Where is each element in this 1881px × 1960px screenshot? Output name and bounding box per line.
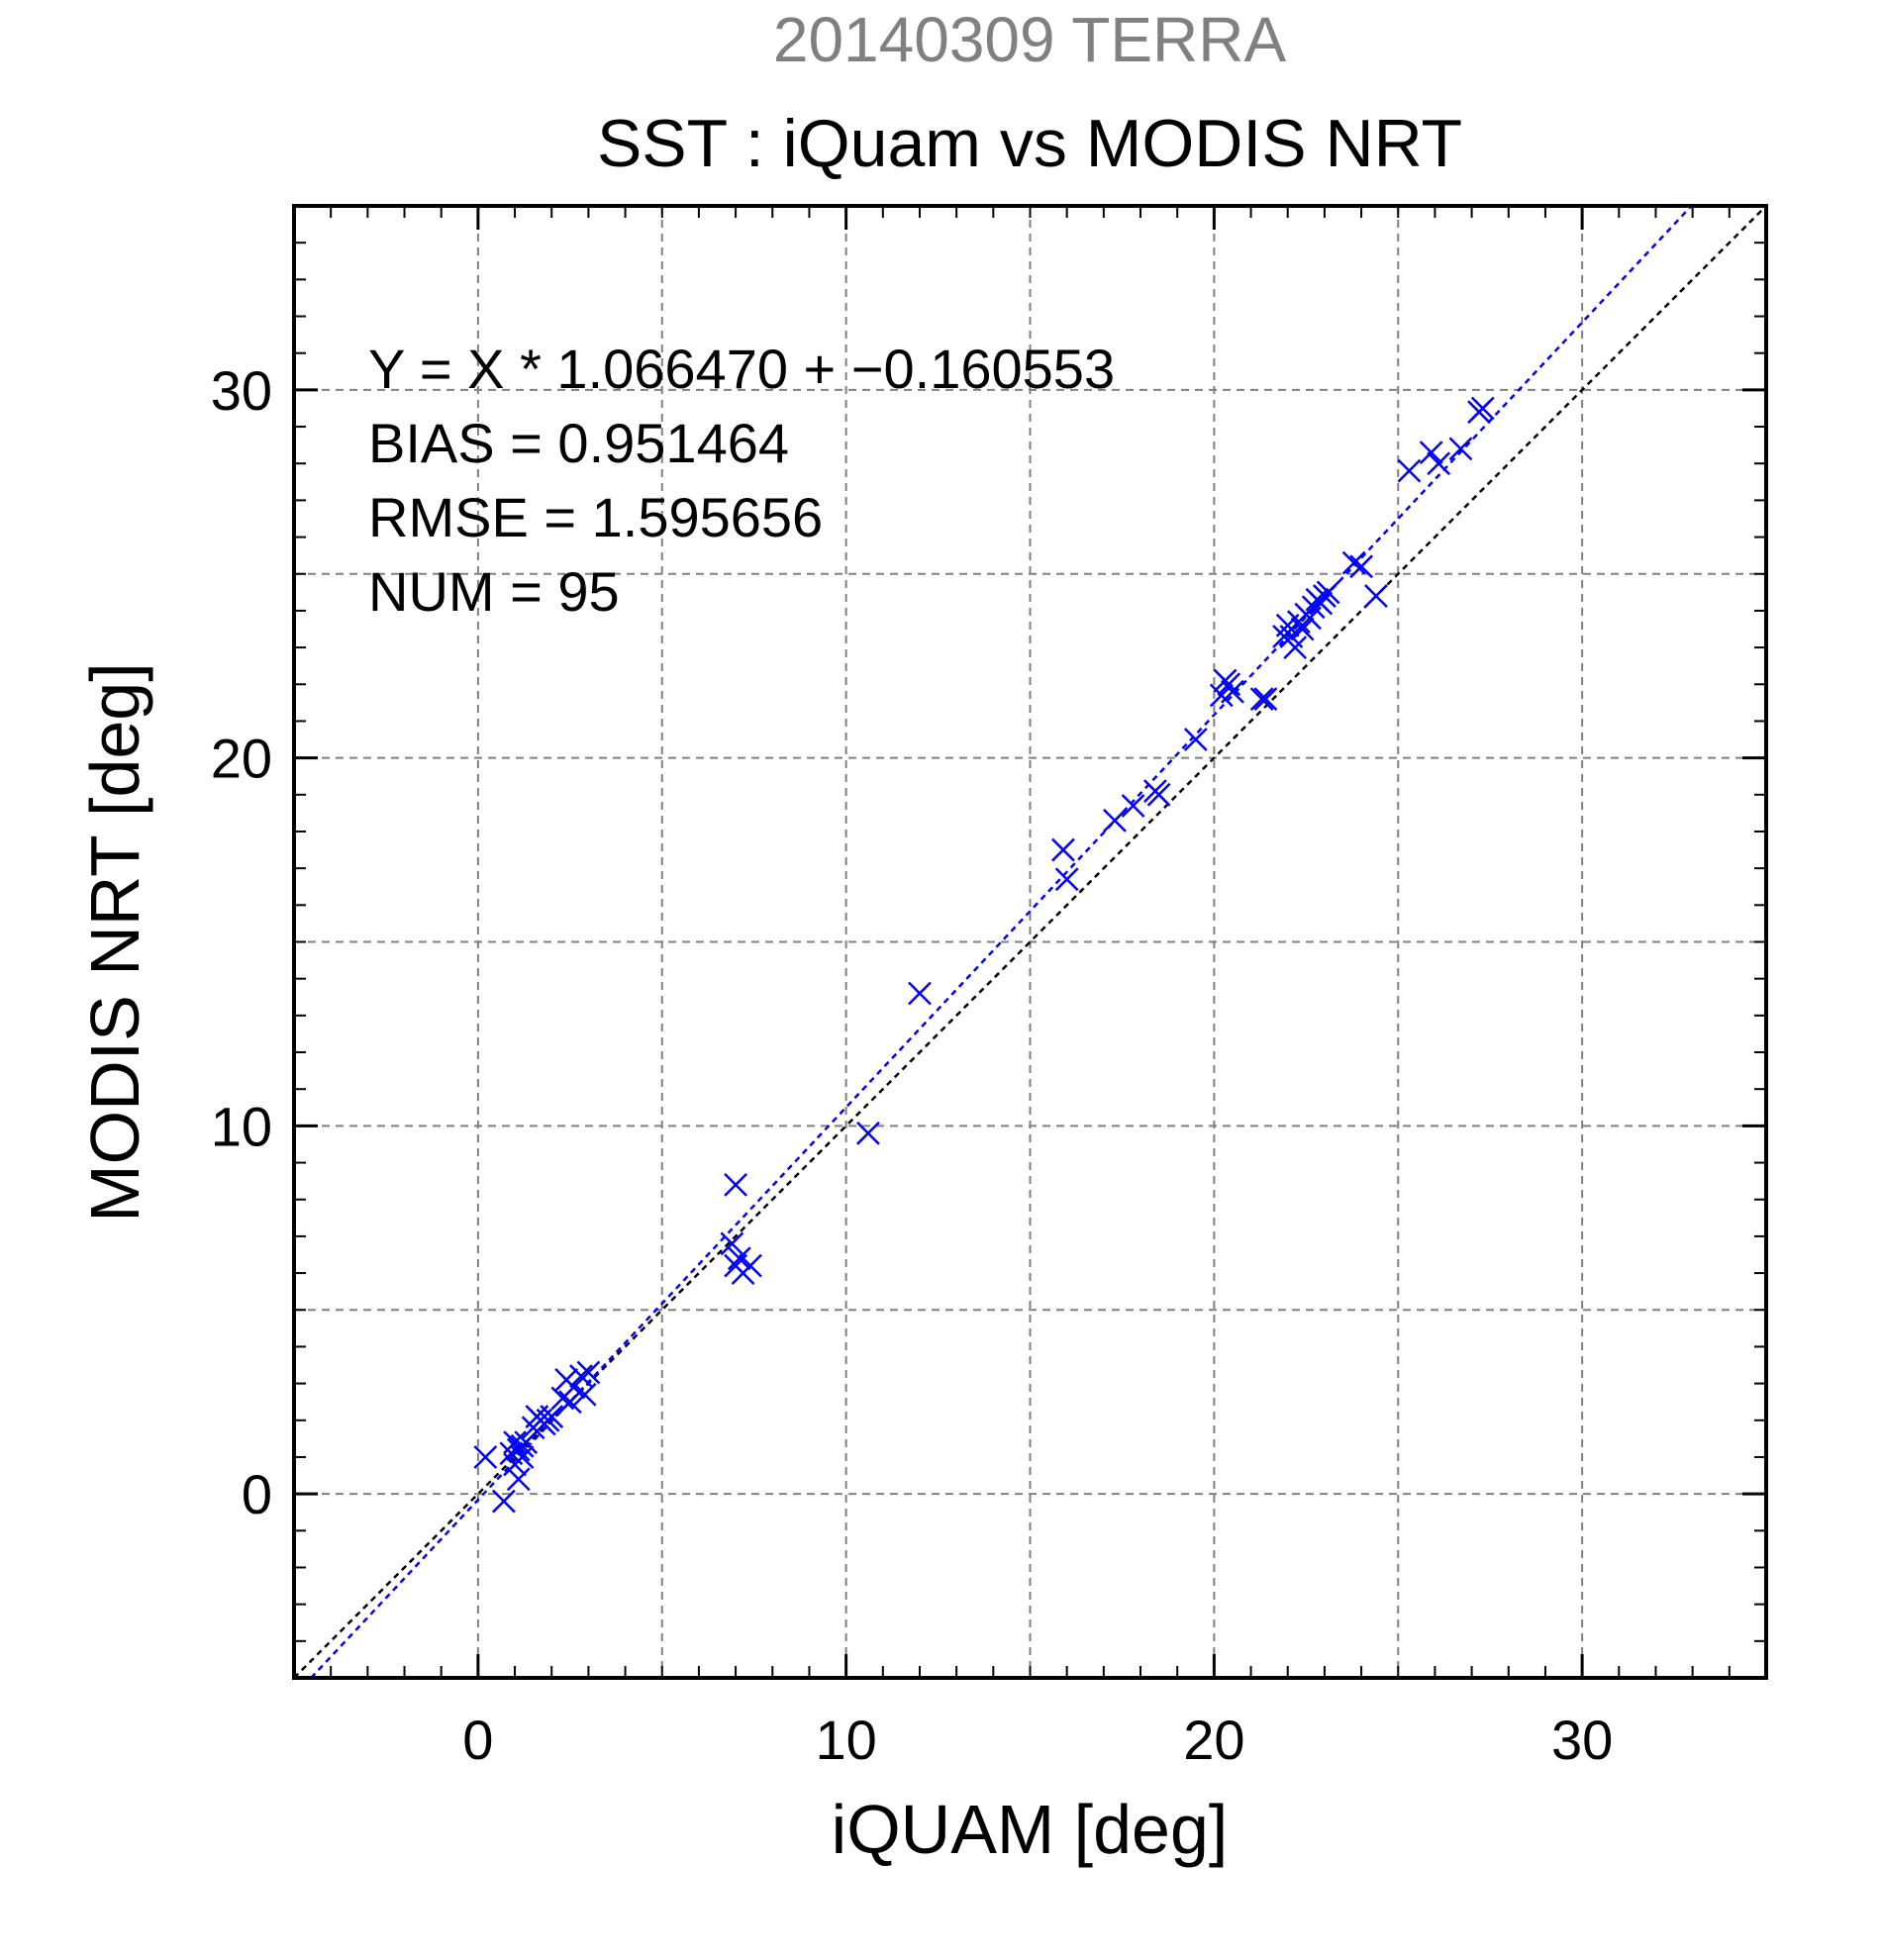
data-point [1103, 808, 1127, 833]
data-point [1316, 580, 1340, 605]
data-point [1121, 794, 1145, 818]
x-axis-label: iQUAM [deg] [832, 1791, 1229, 1868]
data-point [492, 1489, 516, 1514]
data-point [1283, 636, 1308, 659]
data-point [1309, 591, 1334, 616]
y-tick-labels: 0 10 20 30 [211, 359, 272, 1525]
x-tick-label: 10 [815, 1709, 876, 1771]
data-point [503, 1430, 527, 1454]
chart-date-title: 20140309 TERRA [773, 4, 1287, 75]
grid-lines [294, 206, 1766, 1678]
data-point [1448, 437, 1473, 461]
data-point [572, 1382, 597, 1407]
data-points [473, 396, 1495, 1514]
data-point [1290, 617, 1315, 641]
data-point [1146, 782, 1171, 807]
data-point [510, 1445, 535, 1469]
data-point [1419, 441, 1443, 464]
identity-line [293, 205, 1767, 1679]
data-point [1427, 451, 1451, 476]
chart-title: SST : iQuam vs MODIS NRT [597, 106, 1462, 181]
data-point [506, 1467, 531, 1492]
data-point [540, 1405, 564, 1428]
data-point [739, 1253, 762, 1278]
y-tick-label: 20 [211, 728, 272, 790]
fit-line [310, 205, 1693, 1679]
data-point [727, 1246, 751, 1271]
data-point [473, 1445, 498, 1469]
data-point [1470, 396, 1495, 421]
y-tick-label: 10 [211, 1095, 272, 1157]
data-point [514, 1430, 539, 1454]
data-point [1397, 458, 1422, 483]
data-point [576, 1360, 601, 1385]
data-point [724, 1172, 747, 1197]
data-point [1183, 728, 1208, 751]
x-tick-label: 0 [462, 1709, 493, 1771]
data-point [1364, 584, 1388, 608]
data-point [1253, 687, 1278, 712]
stats-box: Y = X * 1.066470 + −0.160553 BIAS = 0.95… [368, 338, 1115, 623]
data-point [1221, 679, 1244, 704]
data-point [1349, 554, 1373, 579]
data-point [856, 1121, 880, 1145]
data-point [557, 1390, 582, 1415]
y-axis-label: MODIS NRT [deg] [76, 662, 153, 1222]
data-point [1341, 550, 1366, 575]
major-ticks [294, 206, 1766, 1678]
reference-lines [293, 205, 1767, 1679]
stat-bias: BIAS = 0.951464 [368, 412, 789, 474]
data-point [908, 981, 932, 1006]
data-point [1217, 672, 1241, 697]
x-tick-label: 20 [1183, 1709, 1244, 1771]
stat-regression: Y = X * 1.066470 + −0.160553 [368, 338, 1115, 400]
x-tick-label: 30 [1551, 1709, 1613, 1771]
data-point [1249, 687, 1274, 712]
plot-frame [292, 204, 1768, 1680]
data-point [720, 1231, 744, 1256]
stat-num: NUM = 95 [368, 560, 620, 623]
stat-rmse: RMSE = 1.595656 [368, 486, 823, 548]
y-tick-label: 30 [211, 359, 272, 422]
data-point [1054, 867, 1079, 892]
y-tick-label: 0 [242, 1463, 272, 1525]
data-point [1051, 837, 1075, 862]
data-point [569, 1364, 593, 1389]
x-tick-labels: 0 10 20 30 [462, 1709, 1613, 1771]
